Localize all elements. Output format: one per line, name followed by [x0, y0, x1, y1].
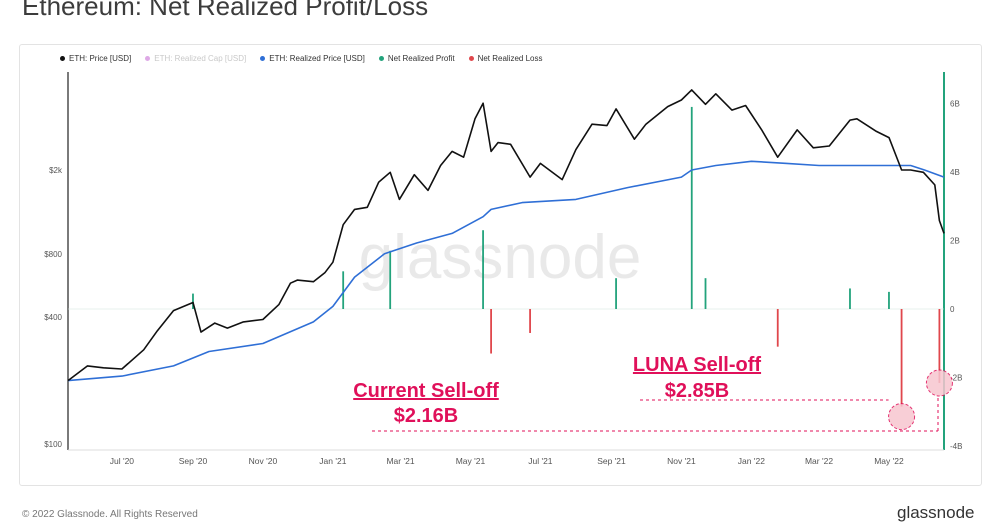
- x-tick-label: Jan '22: [738, 456, 765, 466]
- x-tick-label: Nov '21: [667, 456, 696, 466]
- profit-bar: [849, 288, 851, 309]
- legend-label: Net Realized Loss: [477, 54, 543, 63]
- current-annotation-label: Current Sell-off: [353, 380, 499, 402]
- legend-swatch: [145, 56, 151, 61]
- legend-item-realized-price[interactable]: ETH: Realized Price [USD]: [260, 54, 365, 63]
- legend-item-net-realized-loss[interactable]: Net Realized Loss: [468, 54, 543, 63]
- loss-bar: [900, 309, 903, 407]
- legend-label: ETH: Realized Price [USD]: [269, 54, 365, 63]
- profit-bar: [690, 106, 693, 309]
- y-right-tick-label: -4B: [950, 442, 962, 451]
- x-tick-label: May '21: [456, 456, 486, 466]
- x-tick-label: Mar '22: [805, 456, 833, 466]
- y-right-tick-label: -2B: [950, 374, 962, 383]
- current-annotation-value: $2.16B: [394, 405, 459, 427]
- loss-bar: [938, 309, 941, 383]
- watermark-text: glassnode: [359, 223, 642, 292]
- legend-item-realized-cap[interactable]: ETH: Realized Cap [USD]: [145, 54, 246, 63]
- legend-label: Net Realized Profit: [387, 54, 455, 63]
- realized-price-line: [67, 160, 945, 382]
- legend-label: ETH: Price [USD]: [69, 54, 132, 63]
- copyright-text: © 2022 Glassnode. All Rights Reserved: [22, 509, 198, 520]
- y-left-tick-label: $400: [44, 313, 62, 322]
- chart-legend: ETH: Price [USD] ETH: Realized Cap [USD]…: [60, 54, 542, 63]
- profit-bar: [389, 250, 392, 309]
- loss-bar: [490, 309, 492, 354]
- price-line: [67, 89, 945, 382]
- x-tick-label: Jan '21: [319, 456, 346, 466]
- legend-swatch: [378, 56, 384, 61]
- x-tick-label: Nov '20: [249, 456, 278, 466]
- luna-highlight-marker: [888, 403, 916, 431]
- y-right-tick-label: 4B: [950, 168, 960, 177]
- chart-card: [19, 44, 982, 486]
- profit-bar: [615, 278, 617, 309]
- legend-item-price[interactable]: ETH: Price [USD]: [60, 54, 131, 63]
- loss-bar: [776, 309, 779, 347]
- profit-bar: [482, 230, 484, 309]
- current-highlight-marker: [925, 369, 953, 397]
- legend-label: ETH: Realized Cap [USD]: [154, 54, 247, 63]
- page-title: Ethereum: Net Realized Profit/Loss: [22, 0, 429, 21]
- profit-bar: [192, 293, 194, 309]
- profit-bar: [342, 271, 345, 309]
- y-right-tick-label: 0: [950, 305, 955, 314]
- luna-annotation-value: $2.85B: [665, 380, 730, 402]
- loss-bar: [529, 309, 531, 333]
- legend-swatch: [260, 56, 266, 61]
- y-left-tick-label: $800: [44, 250, 62, 259]
- x-tick-label: Sep '20: [179, 456, 208, 466]
- x-tick-label: Jul '20: [110, 456, 135, 466]
- y-right-tick-label: 6B: [950, 100, 960, 109]
- y-right-tick-label: 2B: [950, 237, 960, 246]
- profit-bar: [888, 291, 890, 309]
- x-tick-label: Mar '21: [386, 456, 414, 466]
- luna-annotation-label: LUNA Sell-off: [633, 354, 761, 376]
- x-tick-label: Sep '21: [597, 456, 626, 466]
- x-tick-label: May '22: [874, 456, 904, 466]
- legend-item-net-realized-profit[interactable]: Net Realized Profit: [378, 54, 455, 63]
- legend-swatch: [468, 56, 474, 61]
- y-left-tick-label: $100: [44, 440, 62, 449]
- profit-bar: [704, 278, 707, 309]
- legend-swatch: [60, 56, 65, 61]
- x-tick-label: Jul '21: [528, 456, 553, 466]
- y-left-tick-label: $2k: [49, 166, 63, 175]
- brand-logo-text: glassnode: [897, 503, 975, 522]
